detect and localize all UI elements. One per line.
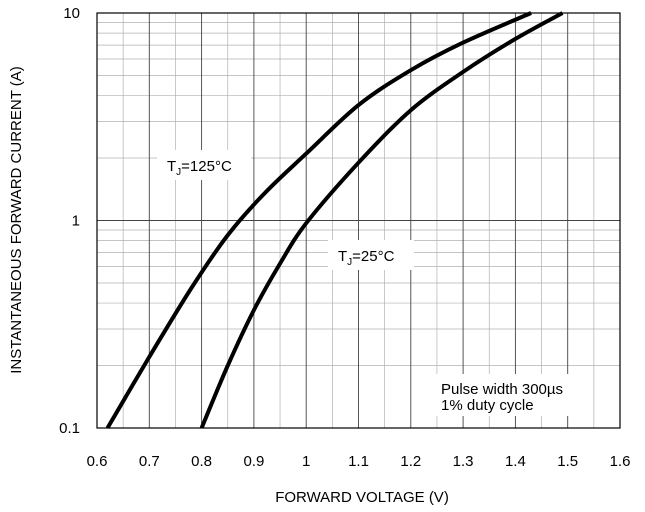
y-tick-label: 10 <box>63 5 80 22</box>
x-tick-label: 0.6 <box>87 453 108 470</box>
series-label-25-rest: =25°C <box>352 248 394 265</box>
pulse-note-line2: 1% duty cycle <box>441 397 534 414</box>
y-tick-labels: 0.1 1 10 <box>59 5 80 437</box>
series-label-125: TJ=125°C <box>157 150 251 180</box>
x-tick-label: 1.1 <box>348 453 369 470</box>
pulse-note: Pulse width 300µs 1% duty cycle <box>435 374 577 416</box>
x-tick-label: 0.8 <box>191 453 212 470</box>
series-label-25: TJ=25°C <box>328 240 414 270</box>
y-axis-label: INSTANTANEOUS FORWARD CURRENT (A) <box>8 66 25 374</box>
x-tick-label: 0.7 <box>139 453 160 470</box>
series-line-tj-25 <box>199 11 564 429</box>
x-tick-label: 1.3 <box>453 453 474 470</box>
x-tick-label: 1.4 <box>505 453 526 470</box>
svg-text:TJ=125°C: TJ=125°C <box>167 158 232 178</box>
pulse-note-line1: Pulse width 300µs <box>441 381 563 398</box>
x-tick-label: 1 <box>302 453 310 470</box>
series-label-125-main: T <box>167 158 176 175</box>
series-label-125-rest: =125°C <box>181 158 232 175</box>
x-axis-label: FORWARD VOLTAGE (V) <box>275 489 449 506</box>
series-label-125-sub: J <box>176 167 181 178</box>
x-tick-label: 1.2 <box>400 453 421 470</box>
series-line-tj-125 <box>105 11 532 430</box>
svg-text:TJ=25°C: TJ=25°C <box>338 248 395 268</box>
x-tick-label: 1.6 <box>610 453 631 470</box>
series-layer <box>105 11 564 430</box>
x-tick-label: 0.9 <box>243 453 264 470</box>
y-tick-label: 1 <box>72 213 80 230</box>
series-label-25-sub: J <box>347 257 352 268</box>
x-tick-labels: 0.6 0.7 0.8 0.9 1 1.1 1.2 1.3 1.4 1.5 1.6 <box>87 453 631 470</box>
plot-frame <box>96 12 621 429</box>
y-tick-label: 0.1 <box>59 420 80 437</box>
x-tick-label: 1.5 <box>557 453 578 470</box>
series-label-25-main: T <box>338 248 347 265</box>
